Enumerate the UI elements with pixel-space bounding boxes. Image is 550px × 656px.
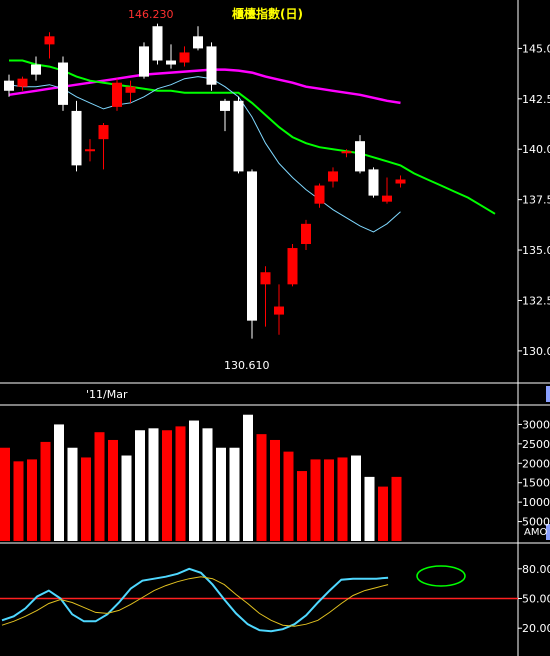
volume-bar bbox=[14, 461, 24, 541]
volume-bar bbox=[230, 448, 240, 541]
candle-body bbox=[328, 171, 338, 181]
price-axis-tick-label: 142.5 bbox=[522, 93, 550, 106]
price-axis-tick-label: 130.0 bbox=[522, 345, 550, 358]
volume-bar bbox=[122, 456, 132, 541]
candle-body bbox=[31, 65, 41, 75]
candle-body bbox=[112, 83, 122, 107]
candle-body bbox=[261, 272, 271, 284]
candle-body bbox=[193, 36, 203, 48]
candle-body bbox=[396, 179, 406, 183]
volume-bar bbox=[216, 448, 226, 541]
volume-bar bbox=[68, 448, 78, 541]
volume-bar bbox=[392, 477, 402, 541]
candle-body bbox=[220, 101, 230, 111]
candle-body bbox=[139, 46, 149, 76]
candle-body bbox=[180, 52, 190, 62]
volume-bar bbox=[162, 430, 172, 541]
kd-axis-tick-label: 20.00 bbox=[522, 622, 550, 635]
kd-axis-tick-label: 50.00 bbox=[522, 593, 550, 606]
candle-body bbox=[288, 248, 298, 284]
candle-body bbox=[301, 224, 311, 244]
candle-body bbox=[85, 149, 95, 151]
volume-bar bbox=[311, 459, 321, 541]
candle-body bbox=[247, 171, 257, 320]
candle-body bbox=[382, 196, 392, 202]
price-axis-tick-label: 132.5 bbox=[522, 294, 550, 307]
candle-body bbox=[45, 36, 55, 44]
volume-axis-tick-label: 25000 bbox=[522, 438, 550, 451]
volume-bar bbox=[243, 415, 253, 541]
price-axis-tick-label: 137.5 bbox=[522, 194, 550, 207]
volume-axis-tick-label: 20000 bbox=[522, 457, 550, 470]
candle-body bbox=[18, 79, 28, 87]
price-axis-tick-label: 135.0 bbox=[522, 244, 550, 257]
volume-bar bbox=[176, 426, 186, 541]
volume-bar bbox=[81, 457, 91, 541]
volume-bar bbox=[54, 424, 64, 541]
price-axis-tick-label: 140.0 bbox=[522, 143, 550, 156]
volume-bar bbox=[284, 452, 294, 541]
candle-body bbox=[4, 81, 14, 91]
date-axis-label: '11/Mar bbox=[86, 388, 128, 401]
volume-bar bbox=[149, 428, 159, 541]
scroll-marker bbox=[546, 386, 550, 402]
volume-bar bbox=[257, 434, 267, 541]
candle-body bbox=[153, 26, 163, 60]
highlight-ellipse bbox=[417, 566, 465, 586]
volume-bar bbox=[135, 430, 145, 541]
kd-d-line bbox=[2, 577, 388, 627]
volume-bar bbox=[324, 459, 334, 541]
volume-bar bbox=[365, 477, 375, 541]
price-axis-tick-label: 145.0 bbox=[522, 42, 550, 55]
candle-body bbox=[274, 307, 284, 315]
chart-title: 櫃檯指數(日) bbox=[232, 6, 303, 21]
volume-bar bbox=[27, 459, 37, 541]
volume-bar bbox=[203, 428, 213, 541]
candle-body bbox=[166, 61, 176, 65]
candle-body bbox=[355, 141, 365, 171]
amount-label: AMO bbox=[524, 527, 547, 538]
high-price-label: 146.230 bbox=[128, 8, 174, 21]
volume-axis-tick-label: 30000 bbox=[522, 418, 550, 431]
volume-bar bbox=[338, 457, 348, 541]
kd-axis-tick-label: 80.00 bbox=[522, 563, 550, 576]
candle-body bbox=[315, 186, 325, 204]
volume-bar bbox=[41, 442, 51, 541]
volume-bar bbox=[351, 456, 361, 541]
volume-bar bbox=[95, 432, 105, 541]
candle-body bbox=[207, 46, 217, 84]
candle-body bbox=[342, 151, 352, 153]
candle-body bbox=[72, 111, 82, 165]
volume-axis-tick-label: 15000 bbox=[522, 477, 550, 490]
volume-bar bbox=[297, 471, 307, 541]
candle-body bbox=[126, 87, 136, 93]
candle-body bbox=[58, 63, 68, 105]
volume-bar bbox=[378, 487, 388, 541]
volume-axis-tick-label: 10000 bbox=[522, 496, 550, 509]
volume-bar bbox=[0, 448, 10, 541]
candle-body bbox=[99, 125, 109, 139]
volume-bar bbox=[270, 440, 280, 541]
candle-body bbox=[369, 169, 379, 195]
low-price-label: 130.610 bbox=[224, 359, 270, 372]
volume-bar bbox=[108, 440, 118, 541]
volume-bar bbox=[189, 421, 199, 541]
candle-body bbox=[234, 101, 244, 172]
